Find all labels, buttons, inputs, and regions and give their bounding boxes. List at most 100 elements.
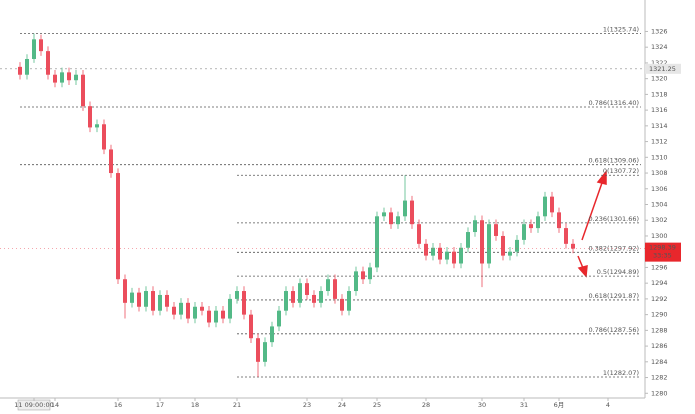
candle-body <box>445 251 449 260</box>
candle-body <box>319 291 323 303</box>
candle-body <box>536 216 540 229</box>
y-tick-label: 1288 <box>651 326 668 334</box>
candle-body <box>480 220 484 264</box>
fib-label: 0.786(1316.40) <box>588 99 639 107</box>
fib-label: 0.236(1301.66) <box>588 215 639 223</box>
y-tick-label: 1280 <box>651 389 668 397</box>
candle-body <box>431 247 435 256</box>
last-price-label: 1298.39 <box>649 244 676 252</box>
candle-body <box>123 279 127 303</box>
candle-body <box>151 291 155 311</box>
arrow-up-head <box>596 169 607 185</box>
y-tick-label: 1320 <box>651 75 668 83</box>
candle-body <box>340 298 344 311</box>
candle-body <box>354 271 358 292</box>
x-tick-label: 4 <box>606 401 610 409</box>
candle-body <box>389 212 393 225</box>
candle-body <box>88 106 92 128</box>
x-tick-label: 28 <box>422 401 430 409</box>
y-tick-label: 1314 <box>651 122 668 130</box>
y-tick-label: 1290 <box>651 311 668 319</box>
crosshair-label: 1321.25 <box>649 65 676 73</box>
x-tick-label: 24 <box>338 401 346 409</box>
candle-body <box>165 294 169 307</box>
candle-body <box>102 124 106 150</box>
arrow-down <box>577 255 584 269</box>
candle-body <box>333 279 337 299</box>
countdown-label: 33:35 <box>653 252 672 260</box>
candle-body <box>515 239 519 252</box>
x-tick-label: 23 <box>303 401 311 409</box>
candle-body <box>501 235 505 256</box>
candle-body <box>438 247 442 260</box>
candle-body <box>326 279 330 292</box>
candle-body <box>382 212 386 217</box>
candle-body <box>179 302 183 315</box>
candle-body <box>529 224 533 229</box>
candle-body <box>305 283 309 295</box>
fib-label: 0.786(1287.56) <box>588 326 639 334</box>
arrow-up <box>581 179 604 241</box>
candle-body <box>347 291 351 311</box>
x-tick-label: 21 <box>233 401 241 409</box>
candle-body <box>466 232 470 248</box>
candle-body <box>550 196 554 213</box>
candle-body <box>396 216 400 225</box>
candle-body <box>312 294 316 303</box>
candle-body <box>487 224 491 264</box>
candle-body <box>116 173 120 280</box>
candle-body <box>277 310 281 327</box>
y-tick-label: 1292 <box>651 295 668 303</box>
candle-body <box>172 306 176 315</box>
candle-body <box>270 326 274 343</box>
fib-label: 0(1307.72) <box>603 167 639 175</box>
candle-body <box>53 74 57 83</box>
x-tick-label: 18 <box>191 401 199 409</box>
arrows <box>577 169 607 278</box>
candle-body <box>207 310 211 323</box>
candle-body <box>95 124 99 128</box>
x-tick-label: 25 <box>373 401 381 409</box>
fib-label: 1(1282.07) <box>603 369 639 377</box>
y-tick-label: 1326 <box>651 27 668 35</box>
candle-body <box>235 291 239 299</box>
candle-body <box>452 251 456 264</box>
y-tick-label: 1296 <box>651 263 668 271</box>
candle-body <box>410 200 414 225</box>
y-tick-label: 1322 <box>651 59 668 67</box>
candle-body <box>39 39 43 52</box>
candle-body <box>193 306 197 319</box>
candle-body <box>186 302 190 319</box>
y-tick-label: 1286 <box>651 342 668 350</box>
candle-body <box>25 58 29 75</box>
candle-body <box>564 228 568 244</box>
y-tick-label: 1302 <box>651 216 668 224</box>
candle-body <box>459 247 463 264</box>
candle-body <box>263 342 267 362</box>
fib-label: 0.618(1309.06) <box>588 157 639 165</box>
y-tick-label: 1284 <box>651 358 668 366</box>
candle-body <box>557 212 561 229</box>
candle-body <box>158 294 162 311</box>
x-tick-label: 16 <box>114 401 122 409</box>
y-tick-label: 1282 <box>651 374 668 382</box>
candle-body <box>368 267 372 280</box>
y-tick-label: 1310 <box>651 153 668 161</box>
fib-label: 0.5(1294.89) <box>597 268 639 276</box>
candle-body <box>249 314 253 339</box>
candle-body <box>214 310 218 323</box>
x-tick-label: 14 <box>51 401 59 409</box>
y-tick-label: 1324 <box>651 43 668 51</box>
fib-label: 0.618(1291.87) <box>588 292 639 300</box>
fib-label: 0.382(1297.92) <box>588 244 639 252</box>
candle-body <box>32 39 36 59</box>
y-tick-label: 1318 <box>651 90 668 98</box>
last-price-box <box>645 242 681 262</box>
x-tick-label: 17 <box>156 401 164 409</box>
crosshair-box <box>645 63 681 74</box>
x-tick-label: 31 <box>520 401 528 409</box>
candle-body <box>417 224 421 244</box>
candle-body <box>508 251 512 256</box>
